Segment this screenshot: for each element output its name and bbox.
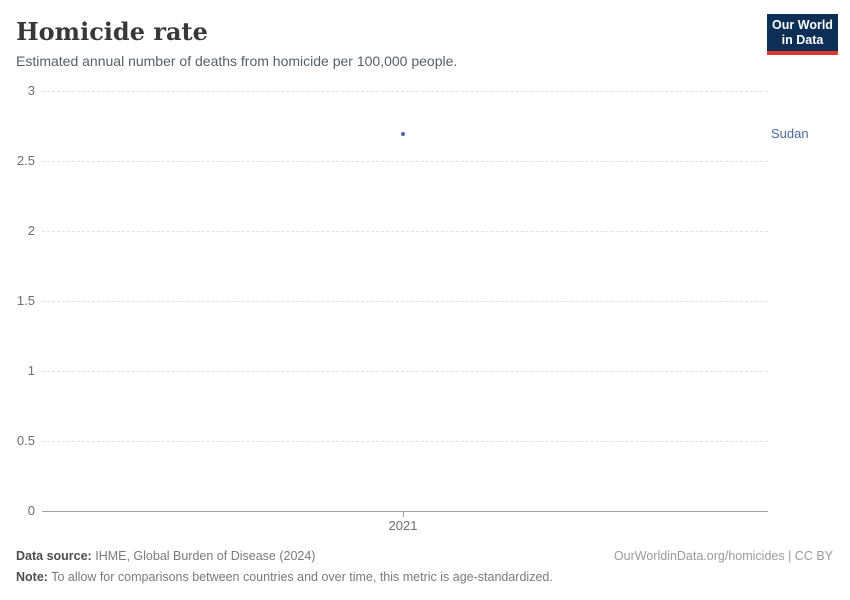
- y-tick-label-1.5: 1.5: [16, 293, 35, 308]
- data-source-label: Data source:: [16, 549, 92, 563]
- gridline-y-1: [42, 371, 768, 372]
- data-source: Data source: IHME, Global Burden of Dise…: [16, 549, 315, 564]
- footer-note: Note: To allow for comparisons between c…: [16, 570, 833, 585]
- gridline-y-1.5: [42, 301, 768, 302]
- gridline-y-2: [42, 231, 768, 232]
- entity-label-sudan: Sudan: [771, 126, 809, 142]
- owid-logo-line2: in Data: [781, 33, 824, 47]
- y-tick-label-2.5: 2.5: [16, 153, 35, 168]
- data-source-text: IHME, Global Burden of Disease (2024): [95, 549, 316, 563]
- x-tick-label-2021: 2021: [388, 518, 418, 533]
- owid-logo-text: Our World in Data: [767, 14, 838, 51]
- chart-footer: Data source: IHME, Global Burden of Dise…: [16, 549, 833, 585]
- chart-subtitle: Estimated annual number of deaths from h…: [16, 53, 458, 69]
- y-tick-label-0.5: 0.5: [16, 433, 35, 448]
- footer-link[interactable]: OurWorldinData.org/homicides | CC BY: [613, 549, 833, 563]
- y-tick-label-2: 2: [27, 223, 35, 238]
- x-axis-line: [42, 511, 768, 512]
- gridline-y-0.5: [42, 441, 768, 442]
- gridline-y-3: [42, 91, 768, 92]
- gridline-y-2.5: [42, 161, 768, 162]
- y-tick-label-3: 3: [27, 83, 35, 98]
- data-point-sudan[interactable]: [401, 132, 405, 137]
- owid-logo-red-bar: [767, 51, 838, 55]
- page-title: Homicide rate: [16, 17, 208, 46]
- footer-line1: Data source: IHME, Global Burden of Dise…: [16, 549, 833, 564]
- owid-logo[interactable]: Our World in Data: [767, 14, 838, 55]
- y-tick-label-0: 0: [27, 503, 35, 518]
- x-tick-mark-2021: [403, 511, 404, 517]
- owid-logo-line1: Our World: [772, 18, 833, 32]
- footer-note-text: To allow for comparisons between countri…: [51, 570, 553, 584]
- y-tick-label-1: 1: [27, 363, 35, 378]
- footer-note-label: Note:: [16, 570, 48, 584]
